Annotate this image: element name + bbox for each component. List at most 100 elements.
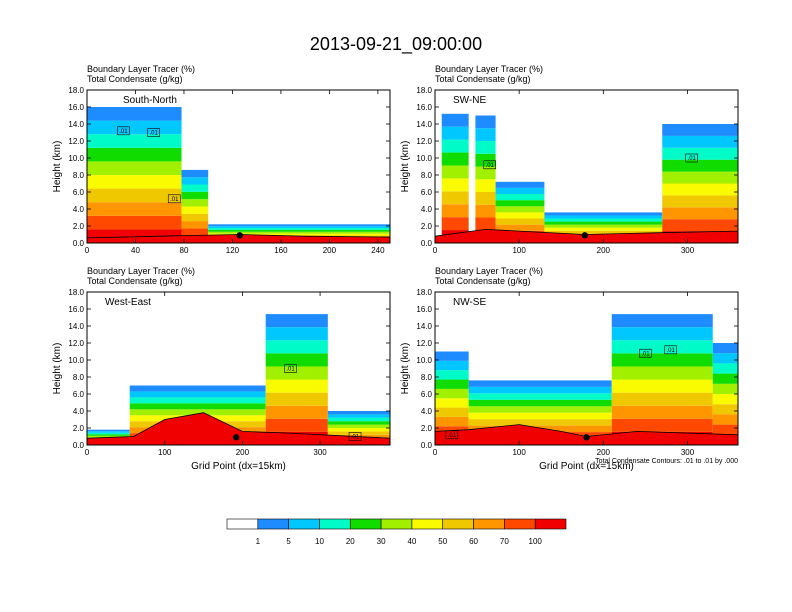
- tracer-band: [712, 373, 738, 384]
- plot-frame: [86, 291, 391, 446]
- y-tick-label: 10.0: [68, 356, 84, 365]
- tracer-band: [181, 221, 209, 229]
- tracer-band: [544, 227, 663, 231]
- contour-label-box: [147, 128, 160, 137]
- tracer-band: [495, 206, 545, 213]
- colorbar-swatch: [380, 518, 413, 530]
- tracer-band: [544, 215, 663, 219]
- colorbar-label: 5: [286, 537, 291, 546]
- x-tick-label: 240: [371, 246, 385, 255]
- y-tick-label: 16.0: [68, 305, 84, 314]
- tracer-band: [662, 147, 738, 160]
- tracer-band: [712, 343, 738, 354]
- tracer-band: [544, 224, 663, 228]
- panel-subtitle-condensate: Total Condensate (g/kg): [87, 74, 183, 84]
- tracer-band: [544, 212, 663, 216]
- y-tick-label: 6.0: [421, 188, 433, 197]
- shaded-field: .01 .01: [87, 314, 390, 445]
- tracer-band: [662, 195, 738, 208]
- y-tick-label: 8.0: [421, 373, 433, 382]
- contour-label-text: .01: [641, 351, 650, 357]
- tracer-band: [208, 224, 390, 227]
- contour-label-box: [664, 345, 677, 355]
- y-tick-label: 2.0: [421, 424, 433, 433]
- tracer-band: [129, 397, 266, 404]
- tracer-band: [181, 191, 209, 200]
- tracer-band: [265, 314, 328, 328]
- x-tick-label: 300: [681, 448, 695, 457]
- contour-label: .01: [117, 126, 130, 136]
- y-tick-label: 0.0: [421, 441, 433, 450]
- contour-label: .01: [167, 194, 181, 204]
- tracer-band: [662, 207, 738, 220]
- contour-label-text: .01: [666, 348, 675, 354]
- panel-subtitle-tracer: Boundary Layer Tracer (%): [87, 64, 195, 74]
- y-tick-label: 4.0: [421, 205, 433, 214]
- x-tick-label: 160: [274, 246, 288, 255]
- tracer-band: [475, 217, 496, 231]
- colorbar-label: 40: [407, 537, 416, 546]
- contour-label: .01: [445, 430, 459, 440]
- plume-column: [181, 169, 209, 243]
- x-tick-label: 0: [433, 448, 438, 457]
- site-marker: [581, 232, 589, 239]
- terrain-line: [87, 412, 390, 439]
- tracer-band: [265, 379, 328, 393]
- tracer-band: [662, 171, 738, 184]
- colorbar-swatch: [349, 518, 382, 530]
- contour-label: .01: [639, 348, 652, 358]
- tracer-band: [475, 179, 496, 192]
- tracer-band: [208, 231, 390, 234]
- panel-title: South-North: [123, 95, 177, 106]
- tracer-band: [327, 424, 390, 428]
- x-tick-label: 200: [236, 448, 250, 457]
- tracer-band: [475, 153, 496, 167]
- contour-label-text: .01: [351, 435, 360, 441]
- y-axis-label: Height (km): [400, 343, 411, 395]
- tracer-band: [475, 128, 496, 141]
- x-tick-label: 0: [85, 246, 90, 255]
- tracer-band: [129, 385, 266, 392]
- tracer-band: [495, 212, 545, 219]
- tracer-band: [611, 340, 713, 354]
- colorbar-swatch: [319, 518, 351, 530]
- plume-column: [611, 314, 713, 445]
- contour-label: .01: [284, 364, 297, 373]
- y-axis-label: Height (km): [52, 343, 63, 395]
- colorbar-label: 50: [438, 537, 447, 546]
- tracer-band: [495, 187, 545, 195]
- tracer-band: [327, 431, 390, 435]
- colorbar-label: 70: [500, 537, 509, 546]
- x-tick-label: 200: [597, 246, 611, 255]
- tracer-band: [87, 120, 182, 135]
- y-tick-label: 4.0: [421, 407, 433, 416]
- y-tick-label: 0.0: [421, 239, 433, 248]
- shaded-field: .01 .01: [435, 113, 738, 243]
- x-axis-label: Grid Point (dx=15km): [191, 461, 286, 472]
- y-tick-label: 4.0: [73, 205, 85, 214]
- contour-label: .01: [147, 128, 160, 137]
- plume-column: [475, 115, 496, 243]
- tracer-band: [435, 416, 469, 427]
- y-tick-label: 6.0: [73, 188, 85, 197]
- tracer-band: [611, 379, 713, 393]
- tracer-band: [662, 124, 738, 136]
- tracer-band: [435, 388, 469, 399]
- panel-title: NW-SE: [453, 297, 486, 308]
- panel-top-right: .01 .01 0.0 2.0 4.0 6.0 8.0 10.0 12.0 14.0 16.0 18.…: [400, 64, 739, 255]
- contour-label-box: [445, 430, 459, 440]
- y-tick-label: 10.0: [416, 356, 432, 365]
- tracer-band: [475, 115, 496, 129]
- panels: .01 .01 .01 0.0 2.0 4.0 6.0 8.0 10.0 12.0 14.0 16.0…: [52, 64, 739, 472]
- terrain-line: [435, 424, 738, 437]
- y-tick-label: 8.0: [421, 171, 433, 180]
- tracer-band: [208, 233, 390, 236]
- tracer-band: [441, 152, 469, 166]
- contour-label: .01: [483, 160, 497, 170]
- colorbar-swatch: [288, 518, 320, 530]
- x-tick-label: 300: [681, 246, 695, 255]
- tracer-band: [495, 181, 545, 188]
- tracer-band: [265, 353, 328, 367]
- y-tick-label: 4.0: [73, 407, 85, 416]
- y-tick-label: 6.0: [421, 390, 433, 399]
